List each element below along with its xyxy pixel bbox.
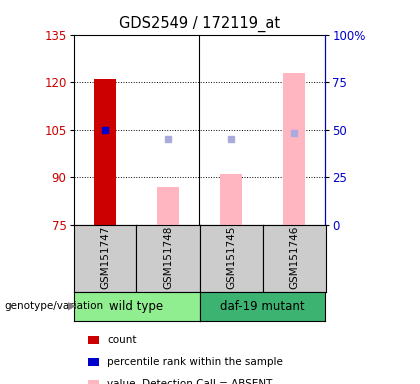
Text: wild type: wild type bbox=[110, 300, 163, 313]
Text: count: count bbox=[107, 335, 136, 345]
Text: percentile rank within the sample: percentile rank within the sample bbox=[107, 357, 283, 367]
Bar bbox=[157, 187, 179, 225]
Bar bbox=[220, 174, 242, 225]
Bar bbox=[283, 73, 305, 225]
Text: GSM151745: GSM151745 bbox=[226, 225, 236, 289]
Bar bbox=[94, 79, 116, 225]
Text: value, Detection Call = ABSENT: value, Detection Call = ABSENT bbox=[107, 379, 273, 384]
Text: GSM151746: GSM151746 bbox=[289, 225, 299, 289]
Text: daf-19 mutant: daf-19 mutant bbox=[220, 300, 305, 313]
Text: GSM151747: GSM151747 bbox=[100, 225, 110, 289]
Text: GSM151748: GSM151748 bbox=[163, 225, 173, 289]
Text: genotype/variation: genotype/variation bbox=[4, 301, 103, 311]
Title: GDS2549 / 172119_at: GDS2549 / 172119_at bbox=[119, 16, 280, 32]
